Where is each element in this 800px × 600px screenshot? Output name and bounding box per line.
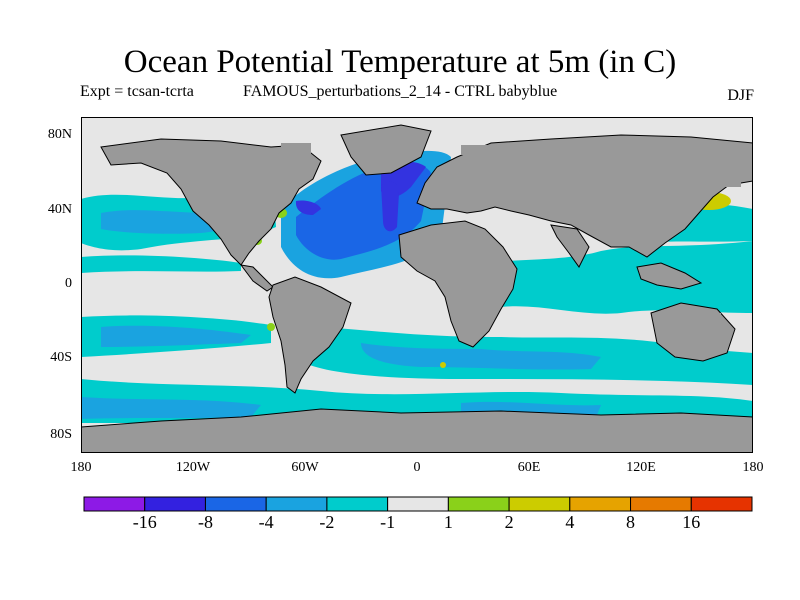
lon-label-120e: 120E: [626, 460, 656, 475]
colorbar-swatch-5: [387, 496, 449, 512]
colorbar-label: -4: [258, 512, 274, 532]
colorbar-label: 16: [682, 512, 701, 532]
lat-label-80s: 80S: [50, 427, 72, 442]
colorbar-swatch-10: [690, 496, 753, 512]
colorbar-label: 1: [443, 512, 453, 532]
lat-label-80n: 80N: [47, 127, 72, 142]
colorbar-swatch-2: [204, 496, 267, 512]
africa: [398, 220, 518, 348]
colorbar-label: -16: [132, 512, 157, 532]
colorbar-label: 2: [504, 512, 514, 532]
colorbar-label: -8: [197, 512, 213, 532]
lon-label-120w: 120W: [175, 460, 211, 475]
south-america: [268, 276, 352, 394]
eurasia: [416, 134, 753, 258]
colorbar-swatch-8: [569, 496, 632, 512]
map-title: Ocean Potential Temperature at 5m (in C): [123, 44, 677, 80]
india: [550, 224, 590, 268]
lat-label-equator: 0: [65, 276, 72, 291]
run-description: FAMOUS_perturbations_2_14 - CTRL babyblu…: [243, 83, 558, 100]
antarctica: [81, 408, 753, 453]
experiment-label: Expt = tcsan-tcrta: [80, 83, 194, 100]
land-masses: [81, 124, 753, 453]
greenland: [340, 124, 432, 176]
season-label: DJF: [727, 87, 754, 104]
colorbar-label: 4: [565, 512, 575, 532]
colorbar-swatch-6: [447, 496, 510, 512]
lon-label-180e: 180: [742, 460, 764, 475]
colorbar-swatch-3: [265, 496, 328, 512]
lon-label-60w: 60W: [291, 460, 319, 475]
colorbar-swatch-7: [508, 496, 571, 512]
colorbar-swatch-9: [630, 496, 692, 512]
model-land-fringe: [185, 143, 741, 323]
colorbar-label: -1: [380, 512, 396, 532]
lat-label-40n: 40N: [47, 202, 72, 217]
ocean-temperature-map: [81, 117, 753, 453]
map-frame: [81, 117, 753, 453]
colorbar-label: -2: [319, 512, 335, 532]
colorbar-swatch-1: [144, 496, 206, 512]
colorbar-swatch-4: [326, 496, 389, 512]
colorbar: [83, 496, 753, 512]
lat-label-40s: 40S: [50, 350, 72, 365]
lon-label-0: 0: [413, 460, 421, 475]
maritime-continent: [636, 262, 703, 290]
lon-label-180w: 180: [70, 460, 92, 475]
colorbar-swatch-0: [83, 496, 146, 512]
lon-label-60e: 60E: [517, 460, 541, 475]
colorbar-label: 8: [626, 512, 636, 532]
